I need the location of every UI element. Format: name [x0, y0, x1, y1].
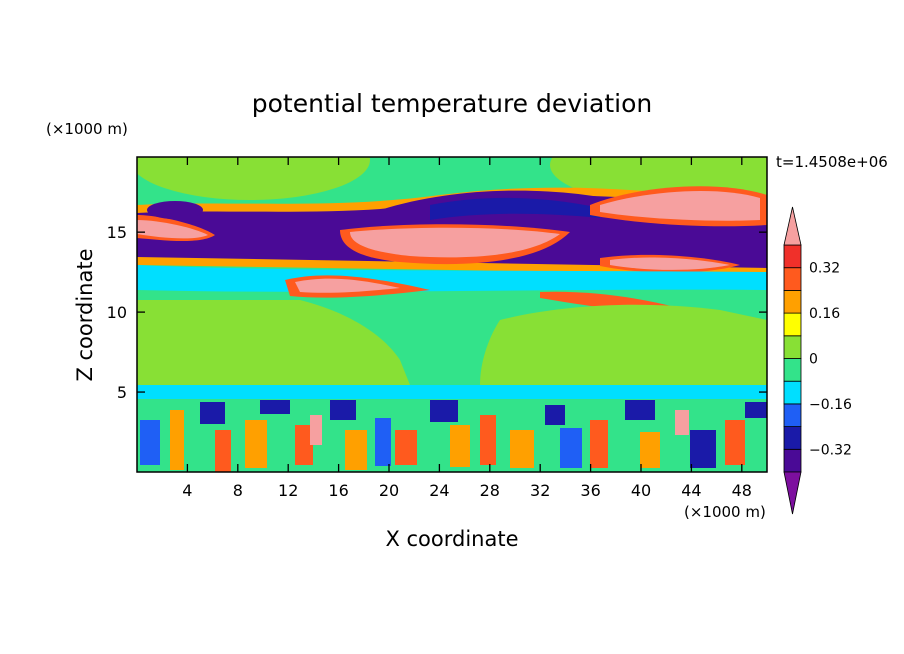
- plot-frame: [136, 156, 768, 473]
- x-axis-label: X coordinate: [385, 527, 518, 551]
- x-tick-label: 48: [732, 481, 752, 500]
- x-tick-label: 8: [233, 481, 243, 500]
- colorbar-segment: [783, 244, 802, 269]
- x-tick-label: 32: [530, 481, 550, 500]
- colorbar-tick-label: −0.32: [809, 442, 852, 458]
- colorbar-tick-label: 0: [809, 352, 818, 368]
- x-tick-label: 28: [480, 481, 500, 500]
- x-tick-label: 16: [328, 481, 348, 500]
- chart-title: potential temperature deviation: [252, 89, 652, 118]
- colorbar-segment: [783, 448, 802, 473]
- x-tick-label: 36: [580, 481, 600, 500]
- colorbar-segment: [783, 267, 802, 291]
- colorbar-upper-extension: [783, 206, 802, 246]
- x-tick-label: 4: [182, 481, 192, 500]
- x-tick-label: 40: [631, 481, 651, 500]
- colorbar-segment: [783, 335, 802, 359]
- contour-field: [137, 157, 767, 472]
- x-tick-label: 20: [379, 481, 399, 500]
- y-axis-label: Z coordinate: [73, 248, 97, 381]
- colorbar-segment: [783, 403, 802, 427]
- y-tick-label: 5: [117, 383, 127, 402]
- colorbar-tick-label: 0.16: [809, 306, 840, 322]
- colorbar-tick-label: −0.16: [809, 397, 852, 413]
- colorbar-segment: [783, 312, 802, 337]
- x-tick-label: 24: [429, 481, 449, 500]
- colorbar: 0.32 0.16 0 −0.16 −0.32: [783, 206, 852, 515]
- x-axis: 4 8 12 16 20 24 28 32 36 40 44 48: [182, 157, 752, 500]
- colorbar-segment: [783, 358, 802, 382]
- y-tick-label: 10: [107, 303, 127, 322]
- colorbar-tick-label: 0.32: [809, 261, 840, 277]
- x-unit-label: (×1000 m): [684, 503, 766, 521]
- y-unit-label: (×1000 m): [46, 120, 128, 138]
- colorbar-lower-extension: [783, 471, 802, 515]
- colorbar-segment: [783, 380, 802, 405]
- time-label: t=1.4508e+06: [776, 153, 888, 171]
- y-axis: 5 10 15: [107, 223, 767, 402]
- x-tick-label: 12: [278, 481, 298, 500]
- y-tick-label: 15: [107, 223, 127, 242]
- colorbar-segment: [783, 289, 802, 314]
- colorbar-segment: [783, 426, 802, 450]
- x-tick-label: 44: [681, 481, 701, 500]
